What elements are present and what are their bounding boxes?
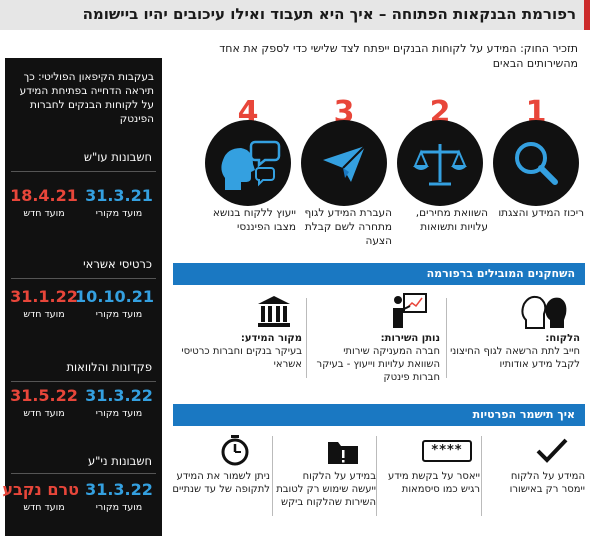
step-label: ייעוץ ללקוח בנושא מצבו הפיננסי xyxy=(212,207,296,233)
check-icon xyxy=(535,436,569,466)
original-date: 10.10.21 xyxy=(75,287,154,306)
title-accent xyxy=(584,0,590,30)
new-date: 31.1.22 xyxy=(10,287,78,306)
scales-icon xyxy=(397,120,483,206)
original-date: 31.3.22 xyxy=(85,386,153,405)
original-date: 31.3.21 xyxy=(85,186,153,205)
new-date: 31.5.22 xyxy=(10,386,78,405)
player-text: בעיקר בנקים וחברות כרטיסי אשראי xyxy=(181,346,302,370)
privacy-text: ייאסר על בקשת מידע רגיש כמו סיסמאות xyxy=(387,471,480,495)
divider xyxy=(272,436,273,516)
privacy-text: המידע על הלקוח יימסר רק באישורו xyxy=(509,471,585,495)
player-text: חייב לתת הרשאה לגוף החיצוני לקבל מידע או… xyxy=(450,346,580,370)
privacy-text: ניתן לשמור את המידע לתקופה של עד שנתיים xyxy=(172,471,270,495)
page-title: רפורמת הבנקאות הפתוחה – איך היא תעבוד וא… xyxy=(82,5,576,23)
folder-alert-icon xyxy=(326,438,360,466)
original-caption: מועד מקורי xyxy=(95,502,143,513)
account-title: חשבונות עו"ש xyxy=(83,150,152,164)
stopwatch-icon xyxy=(220,434,250,466)
players-header: השחקנים המובילים ברפורמה xyxy=(173,263,585,285)
new-caption: מועד חדש xyxy=(23,502,65,513)
divider xyxy=(11,278,156,279)
divider xyxy=(11,381,156,382)
original-caption: מועד מקורי xyxy=(95,408,143,419)
customer-icon xyxy=(520,292,570,330)
divider xyxy=(306,298,307,378)
advisor-icon xyxy=(205,120,291,206)
account-title: חשבונות ני"ע xyxy=(87,454,152,468)
account-title: כרטיסי אשראי xyxy=(83,257,152,271)
divider xyxy=(11,171,156,172)
players-heading: השחקנים המובילים ברפורמה xyxy=(426,267,575,280)
presenter-icon xyxy=(390,292,430,330)
original-caption: מועד מקורי xyxy=(95,309,143,320)
player-provider-label: נותן השירות: חברה המעניקה שירותי השוואת … xyxy=(310,332,440,384)
player-title: נותן השירות: xyxy=(380,333,440,344)
magnifier-icon xyxy=(493,120,579,206)
divider xyxy=(481,436,482,516)
step-label: ריכוז המידע והצגתו xyxy=(498,207,584,219)
paper-plane-icon xyxy=(301,120,387,206)
player-title: מקור המידע: xyxy=(240,333,302,344)
privacy-header: איך תישמר הפרטיות xyxy=(173,404,585,426)
new-caption: מועד חדש xyxy=(23,408,65,419)
privacy-heading: איך תישמר הפרטיות xyxy=(472,408,575,421)
new-caption: מועד חדש xyxy=(23,208,65,219)
title-bar: רפורמת הבנקאות הפתוחה – איך היא תעבוד וא… xyxy=(0,0,590,30)
new-caption: מועד חדש xyxy=(23,309,65,320)
step-label: העברת המידע לגוף מתחרה לשם קבלת הצעה xyxy=(304,207,392,247)
password-icon: **** xyxy=(422,440,472,462)
panel-intro: בעקבות הקיפאון הפוליטי: כך תיראה הדחייה … xyxy=(19,71,154,125)
player-text: חברה המעניקה שירותי השוואת עלויות וייעוץ… xyxy=(316,346,440,383)
player-source-label: מקור המידע: בעיקר בנקים וחברות כרטיסי אש… xyxy=(172,332,302,371)
new-date: 18.4.21 xyxy=(10,186,78,205)
original-date: 31.3.22 xyxy=(85,480,153,499)
player-customer-label: הלקוח: חייב לתת הרשאה לגוף החיצוני לקבל … xyxy=(450,332,580,371)
new-date: טרם נקבע xyxy=(2,480,79,499)
divider xyxy=(376,436,377,516)
divider xyxy=(446,298,447,378)
divider xyxy=(11,473,156,474)
bank-icon xyxy=(256,294,292,328)
account-title: פקדונות והלוואות xyxy=(66,360,152,374)
step-label: השוואת מחירים, עלויות ותשואות xyxy=(415,207,488,233)
original-caption: מועד מקורי xyxy=(95,208,143,219)
intro-text: תזכיר החוק: המידע על לקוחות הבנקים ייפתח… xyxy=(219,42,578,70)
delay-panel: בעקבות הקיפאון הפוליטי: כך תיראה הדחייה … xyxy=(2,58,162,536)
player-title: הלקוח: xyxy=(545,333,580,344)
privacy-text: במידע על הלקוח ייעשה שימוש רק לטובת השיר… xyxy=(276,471,376,508)
